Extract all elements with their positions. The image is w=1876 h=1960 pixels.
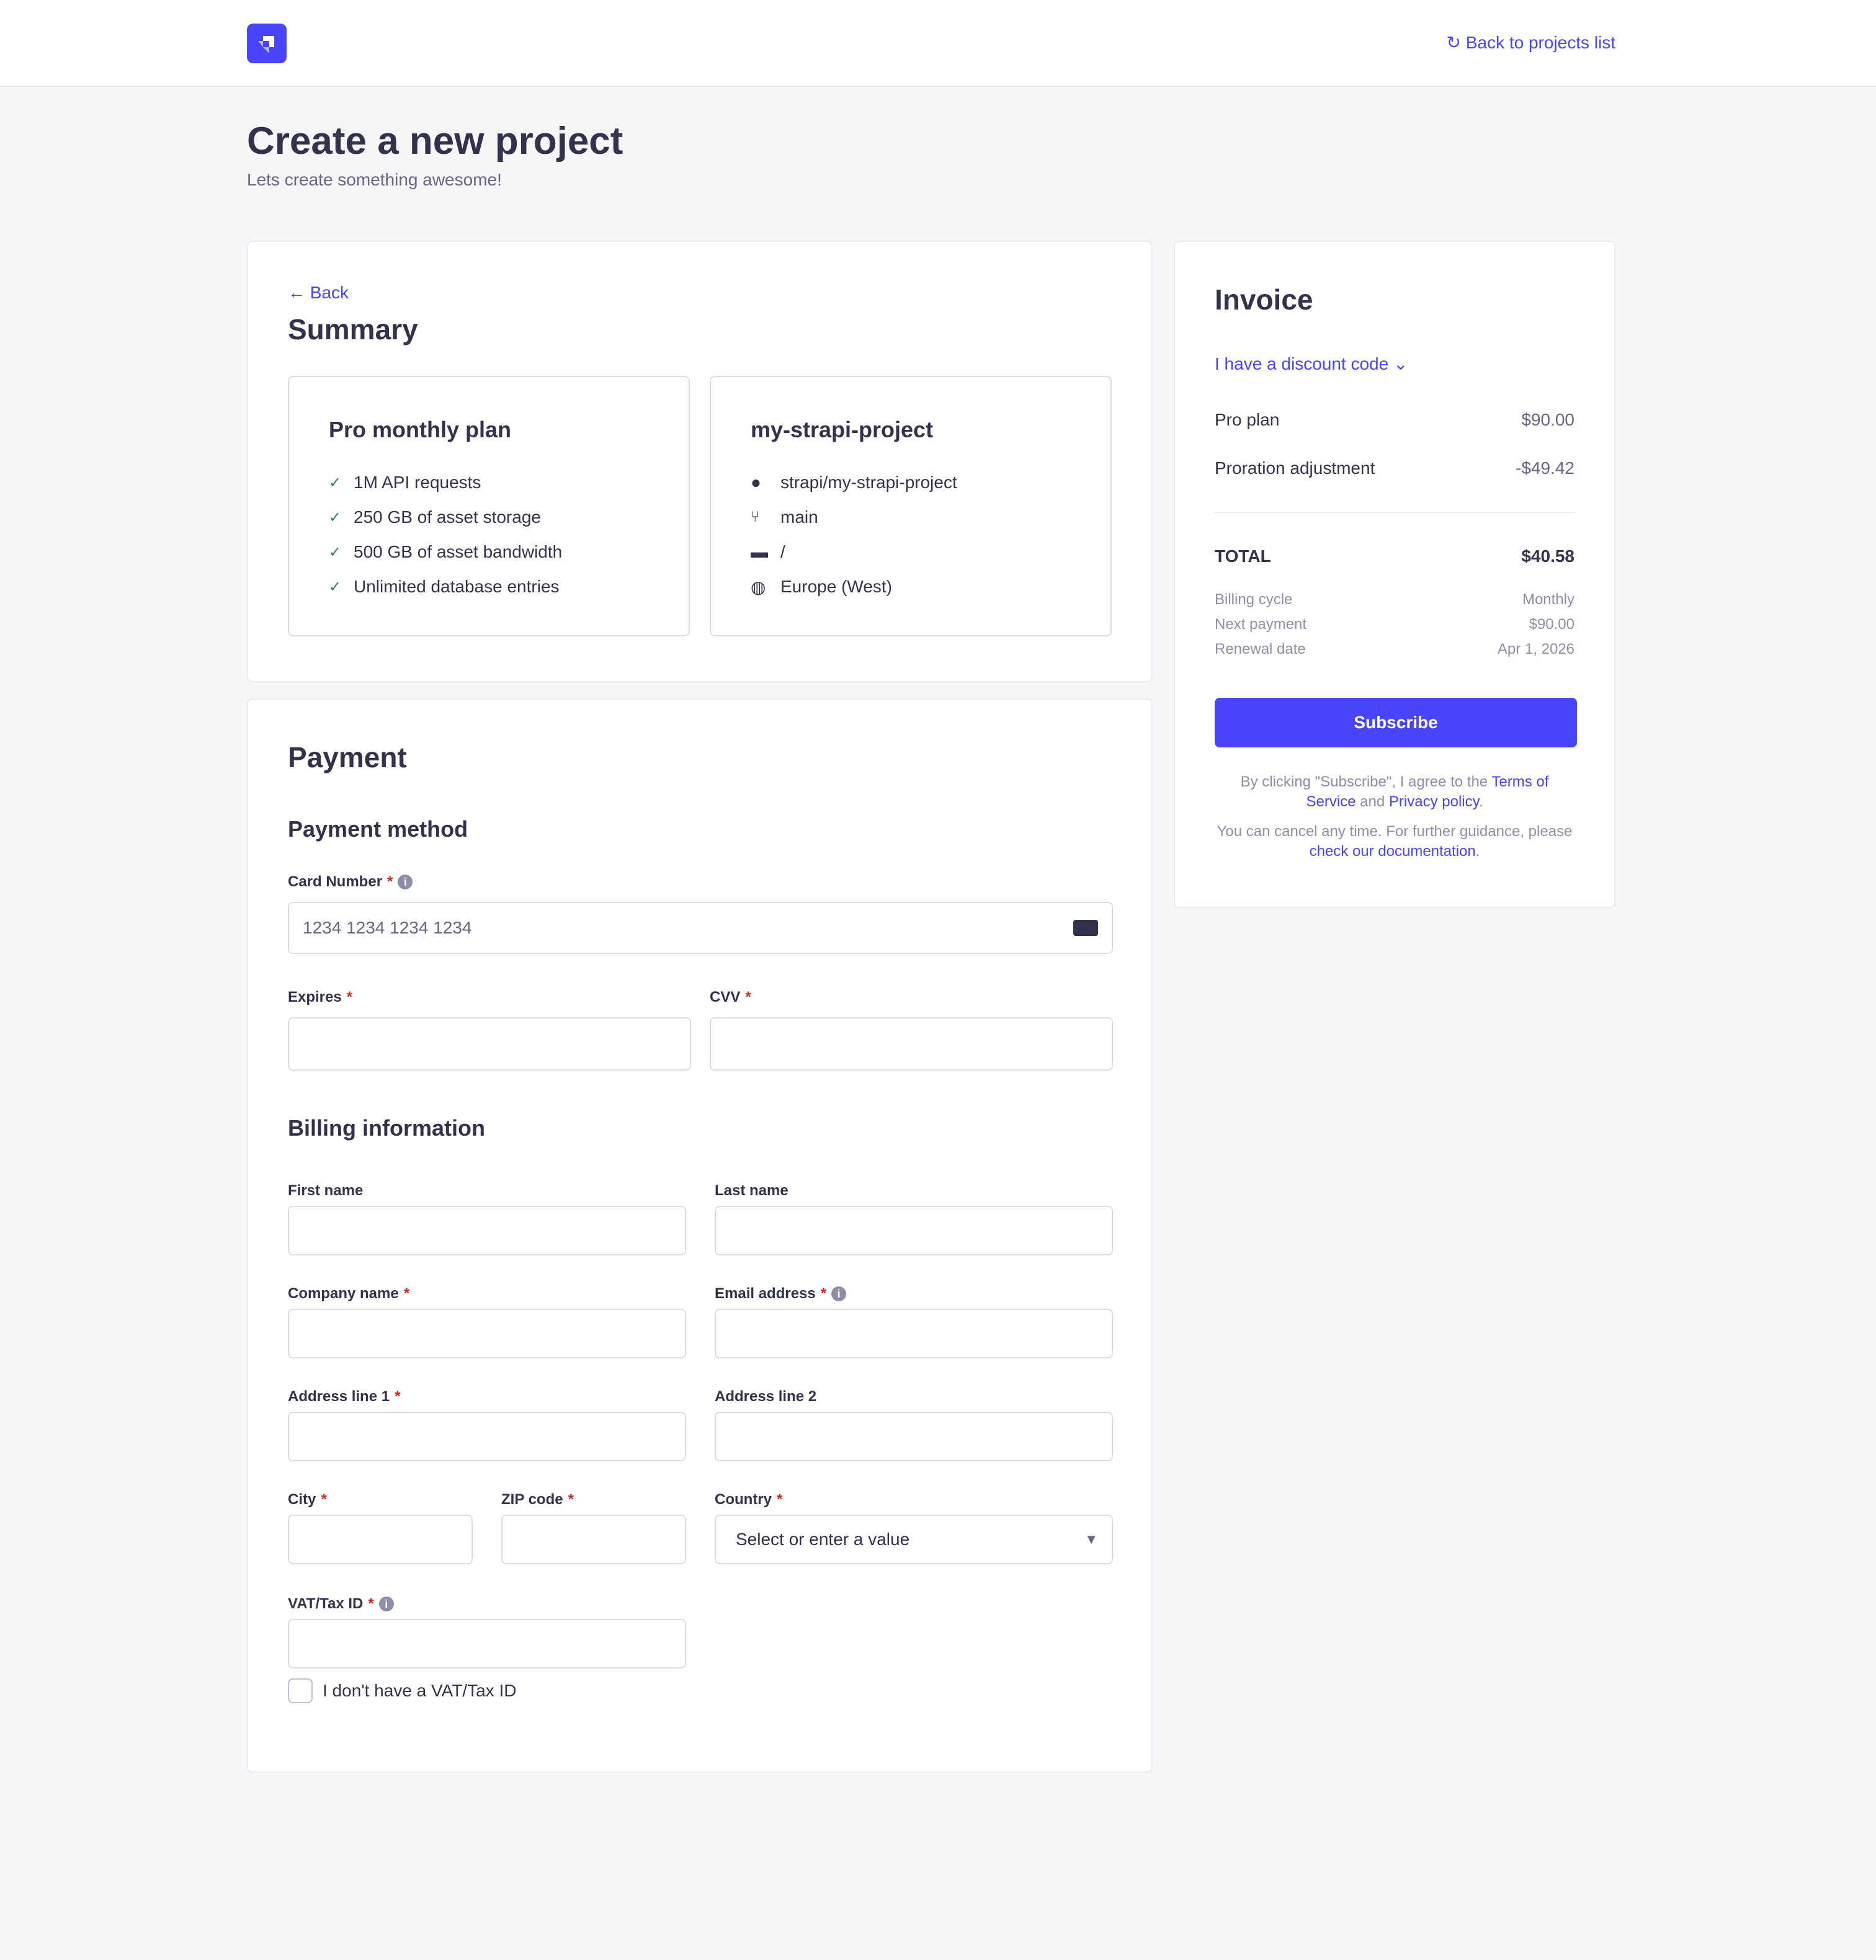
back-to-projects-link[interactable]: ↻ Back to projects list: [1446, 33, 1615, 52]
billing-title: Billing information: [288, 1115, 485, 1141]
email-input[interactable]: [715, 1309, 1113, 1358]
company-input[interactable]: [288, 1309, 686, 1358]
top-header: ↻ Back to projects list: [0, 0, 1876, 87]
folder-icon: ▬: [751, 542, 768, 561]
payment-method-title: Payment method: [288, 816, 468, 842]
detail-row: Billing cycle Monthly: [1215, 591, 1574, 608]
arrow-left-icon: ←: [288, 283, 310, 302]
cancel-text: You can cancel any time. For further gui…: [1217, 823, 1573, 860]
last-name-label: Last name: [715, 1182, 788, 1199]
expires-label: Expires *: [288, 989, 353, 1005]
address2-label: Address line 2: [715, 1388, 817, 1405]
project-box: my-strapi-project ● strapi/my-strapi-proj…: [710, 376, 1112, 636]
discount-code-toggle[interactable]: I have a discount code ⌄: [1215, 354, 1408, 373]
project-title: my-strapi-project: [751, 417, 934, 442]
vat-input[interactable]: [288, 1619, 686, 1668]
zip-input[interactable]: [501, 1515, 686, 1564]
page-title: Create a new project: [247, 120, 623, 163]
feature-item: ✓ 500 GB of asset bandwidth: [329, 542, 563, 561]
address2-input[interactable]: [715, 1412, 1113, 1461]
check-icon: ✓: [329, 578, 342, 595]
cvv-input[interactable]: [710, 1017, 1113, 1071]
subscribe-button[interactable]: Subscribe: [1215, 698, 1577, 747]
detail-row: Next payment $90.00: [1215, 616, 1574, 633]
summary-card: ← Back Summary Pro monthly plan ✓ 1M API …: [247, 241, 1153, 682]
invoice-line: Proration adjustment -$49.42: [1215, 458, 1574, 478]
back-link[interactable]: ← Back: [288, 283, 349, 302]
card-number-input[interactable]: 1234 1234 1234 1234: [288, 902, 1113, 954]
last-name-input[interactable]: [715, 1206, 1113, 1255]
address1-label: Address line 1 *: [288, 1388, 401, 1405]
city-input[interactable]: [288, 1515, 473, 1564]
terms-link[interactable]: Terms of Service: [1306, 773, 1549, 810]
plan-box: Pro monthly plan ✓ 1M API requests ✓ 250 G…: [288, 376, 690, 636]
info-icon: i: [378, 1597, 394, 1611]
invoice-line: Pro plan $90.00: [1215, 410, 1574, 429]
divider: [1215, 512, 1574, 513]
git-branch-icon: ⑂: [751, 509, 760, 525]
strapi-logo[interactable]: [247, 24, 287, 63]
refresh-arrow-icon: ↻: [1446, 33, 1466, 52]
vat-label: VAT/Tax ID * i: [288, 1595, 394, 1613]
email-label: Email address * i: [715, 1285, 847, 1303]
city-label: City *: [288, 1491, 327, 1508]
check-icon: ✓: [329, 474, 342, 491]
payment-card: Payment Payment method Card Number * i 123…: [247, 698, 1153, 1773]
region-item: ◍ Europe (West): [751, 577, 892, 597]
globe-icon: ◍: [751, 577, 766, 597]
directory-item: ▬ /: [751, 542, 785, 561]
payment-title: Payment: [288, 741, 407, 773]
address1-input[interactable]: [288, 1412, 686, 1461]
privacy-link[interactable]: Privacy policy: [1388, 793, 1479, 810]
documentation-link[interactable]: check our documentation: [1309, 843, 1476, 860]
check-icon: ✓: [329, 509, 342, 526]
expires-input[interactable]: [288, 1017, 691, 1071]
branch-item: ⑂ main: [751, 507, 818, 527]
feature-item: ✓ Unlimited database entries: [329, 577, 560, 596]
no-vat-option[interactable]: I don't have a VAT/Tax ID: [288, 1678, 516, 1703]
repo-item: ● strapi/my-strapi-project: [751, 473, 957, 492]
cvv-label: CVV *: [710, 989, 751, 1005]
country-select[interactable]: Select or enter a value ▼: [715, 1515, 1113, 1564]
no-vat-checkbox[interactable]: [288, 1678, 313, 1703]
page-subtitle: Lets create something awesome!: [247, 170, 502, 189]
first-name-label: First name: [288, 1182, 364, 1199]
info-icon: i: [398, 875, 413, 889]
legal-text: By clicking "Subscribe", I agree to the …: [1240, 773, 1549, 810]
country-label: Country *: [715, 1491, 783, 1508]
detail-row: Renewal date Apr 1, 2026: [1215, 641, 1574, 657]
feature-item: ✓ 1M API requests: [329, 473, 481, 492]
zip-label: ZIP code *: [501, 1491, 574, 1508]
credit-card-icon: [1073, 920, 1098, 936]
plan-title: Pro monthly plan: [329, 417, 512, 442]
summary-title: Summary: [288, 313, 418, 345]
total-row: TOTAL $40.58: [1215, 546, 1574, 566]
caret-down-icon: ▼: [1084, 1531, 1098, 1547]
company-label: Company name *: [288, 1285, 410, 1302]
feature-item: ✓ 250 GB of asset storage: [329, 507, 541, 527]
check-icon: ✓: [329, 543, 342, 561]
invoice-title: Invoice: [1215, 283, 1313, 316]
card-number-label: Card Number * i: [288, 873, 413, 891]
github-icon: ●: [751, 473, 761, 492]
info-icon: i: [831, 1286, 847, 1301]
first-name-input[interactable]: [288, 1206, 686, 1255]
invoice-card: Invoice I have a discount code ⌄ Pro pla…: [1174, 241, 1615, 908]
chevron-down-icon: ⌄: [1393, 354, 1408, 373]
